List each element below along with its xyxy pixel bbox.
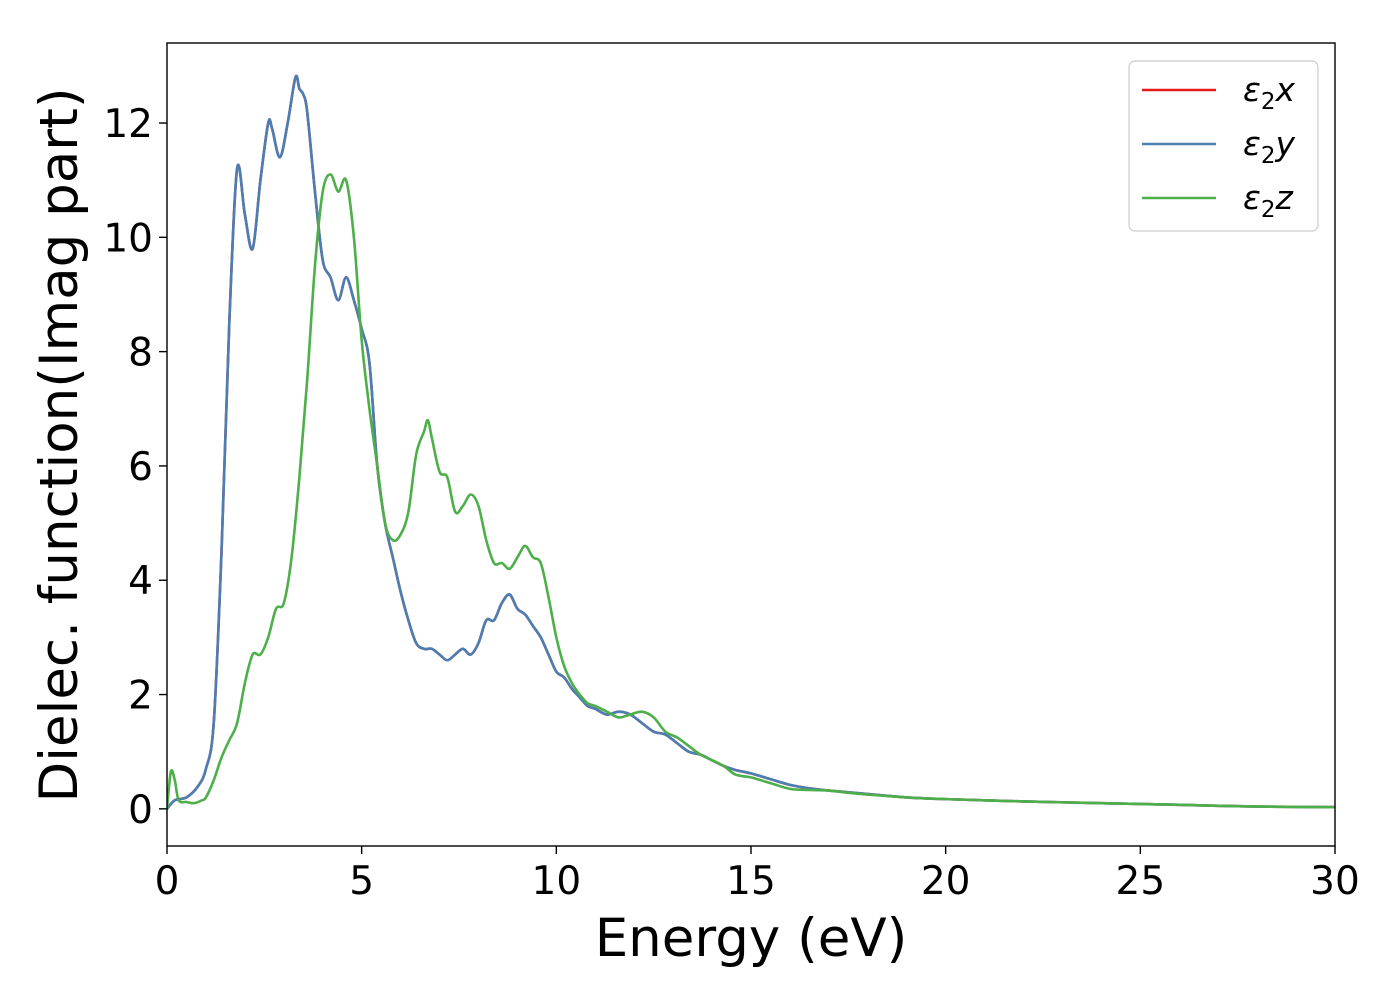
y-tick-label: 2 [128, 674, 153, 719]
x-tick-label: 30 [1310, 859, 1360, 904]
x-tick-label: 20 [921, 859, 971, 904]
y-axis: 0 2 4 6 8 10 12 [103, 102, 167, 833]
legend-label-z: ε2z [1243, 178, 1293, 223]
x-tick-label: 5 [349, 859, 374, 904]
series-layer [167, 74, 1335, 811]
legend: ε2x ε2y ε2z [1128, 60, 1319, 232]
legend-box [1128, 60, 1319, 232]
y-tick-label: 10 [103, 216, 153, 261]
legend-label-y: ε2y [1243, 124, 1295, 169]
x-axis-title: Energy (eV) [595, 908, 908, 969]
x-tick-label: 10 [532, 859, 582, 904]
y-tick-label: 0 [128, 788, 153, 833]
x-tick-label: 25 [1116, 859, 1166, 904]
x-axis: 0 5 10 15 20 25 30 [155, 846, 1360, 904]
y-tick-label: 6 [128, 445, 153, 490]
y-tick-label: 8 [128, 331, 153, 376]
legend-label-x: ε2x [1243, 70, 1295, 115]
y-axis-title: Dielec. function(Imag part) [29, 87, 90, 802]
x-tick-label: 0 [155, 859, 180, 904]
x-tick-label: 15 [726, 859, 776, 904]
y-tick-label: 4 [128, 559, 153, 604]
series-line-z [167, 173, 1335, 811]
series-line-y [167, 74, 1335, 811]
y-tick-label: 12 [103, 102, 153, 147]
